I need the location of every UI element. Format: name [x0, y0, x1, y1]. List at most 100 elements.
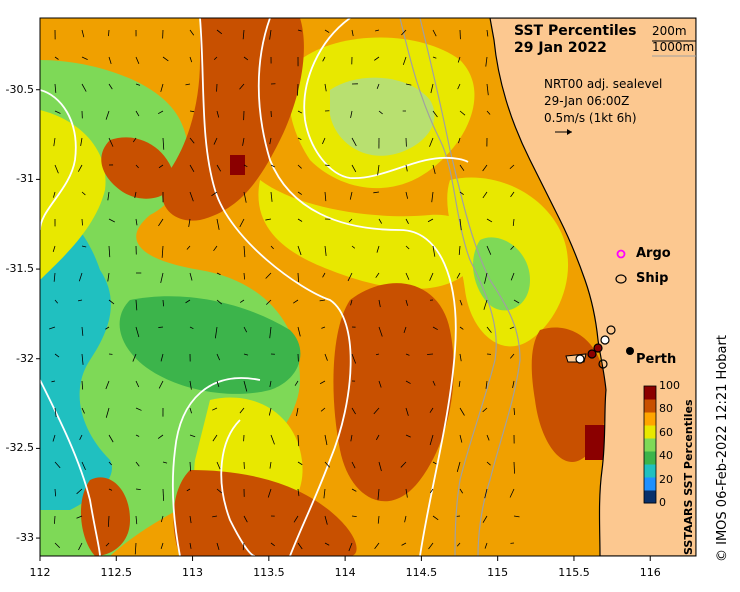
- current-arrow: [216, 380, 220, 387]
- current-arrow: [189, 272, 193, 281]
- sealevel-contour-3: [257, 18, 457, 556]
- current-arrow: [108, 218, 115, 223]
- sst-region-yellow-west: [40, 110, 106, 280]
- current-arrow: [378, 380, 382, 388]
- current-arrow: [297, 29, 302, 32]
- colorbar-segment: [644, 464, 656, 478]
- current-arrow: [213, 137, 218, 145]
- current-arrow: [432, 56, 437, 59]
- current-arrow: [510, 353, 515, 359]
- current-arrow: [293, 299, 299, 304]
- current-arrow: [297, 164, 302, 169]
- current-arrow: [239, 83, 245, 90]
- current-info-line3: 0.5m/s (1kt 6h): [544, 111, 637, 125]
- current-arrow: [78, 272, 83, 282]
- current-arrow: [243, 56, 249, 61]
- current-arrow: [216, 110, 220, 118]
- current-arrow: [186, 245, 191, 250]
- current-arrow: [429, 137, 434, 147]
- current-arrow: [486, 29, 489, 37]
- current-arrow: [54, 110, 61, 114]
- current-arrow: [243, 272, 246, 280]
- current-arrow: [297, 218, 303, 222]
- current-arrow: [269, 461, 272, 469]
- current-arrow: [54, 542, 61, 549]
- scale-arrow-head: [567, 129, 572, 135]
- current-arrow: [268, 407, 272, 416]
- x-tick-label: 114.5: [405, 566, 438, 579]
- current-arrow: [432, 515, 439, 521]
- sst-region-warm-north: [161, 18, 304, 221]
- current-arrow: [322, 272, 326, 278]
- sst-region-hot-coast: [585, 425, 605, 460]
- current-arrow: [375, 434, 380, 441]
- current-arrow: [212, 407, 218, 411]
- map-title-line1: SST Percentiles: [514, 23, 637, 39]
- current-arrow: [162, 461, 168, 464]
- current-arrow: [459, 353, 462, 362]
- current-arrow: [485, 56, 488, 67]
- current-arrow: [322, 56, 326, 62]
- current-arrow: [405, 245, 410, 250]
- current-arrow: [486, 434, 490, 441]
- x-tick-label: 113: [182, 566, 204, 579]
- colorbar-tick-label: 60: [659, 425, 673, 439]
- current-arrow: [52, 434, 56, 442]
- current-vectors: [49, 29, 520, 555]
- current-arrow: [135, 326, 140, 338]
- current-arrow: [76, 515, 83, 519]
- perth-label: Perth: [636, 352, 677, 367]
- current-arrow: [107, 515, 110, 527]
- current-arrow: [216, 461, 221, 470]
- current-arrow: [457, 56, 461, 63]
- current-arrow: [486, 110, 491, 115]
- current-arrow: [324, 353, 328, 361]
- current-arrow: [239, 299, 245, 303]
- sst-region-yellow-band: [258, 180, 478, 289]
- sealevel-contour-7: [220, 419, 256, 556]
- current-arrow: [458, 137, 461, 144]
- current-arrow: [297, 191, 302, 195]
- current-arrow: [54, 353, 60, 358]
- current-arrow: [108, 434, 114, 443]
- colorbar-tick-label: 80: [659, 402, 673, 416]
- ship-legend-label: Ship: [636, 271, 669, 286]
- current-arrow: [297, 137, 302, 140]
- current-arrow: [135, 218, 138, 226]
- current-arrow: [324, 29, 330, 33]
- current-arrow: [269, 326, 272, 339]
- current-arrow: [374, 56, 380, 61]
- current-arrow: [297, 272, 299, 283]
- current-arrow: [81, 191, 86, 196]
- current-arrow: [189, 164, 195, 173]
- current-arrow: [243, 515, 248, 523]
- current-arrow: [135, 434, 140, 437]
- current-arrow: [319, 299, 326, 302]
- current-arrow: [459, 299, 463, 306]
- current-arrow: [351, 461, 356, 469]
- current-arrow: [378, 299, 381, 308]
- current-arrow: [242, 29, 245, 40]
- current-arrow: [324, 83, 327, 92]
- current-arrow: [321, 326, 326, 329]
- current-arrow: [269, 137, 272, 145]
- current-arrow: [243, 380, 248, 392]
- current-arrow: [49, 326, 56, 330]
- current-arrow: [158, 218, 164, 227]
- current-arrow: [108, 137, 114, 147]
- current-arrow: [482, 515, 488, 523]
- current-arrow: [135, 83, 141, 86]
- current-arrow: [162, 299, 165, 307]
- bathymetry-1000m: [419, 18, 521, 556]
- current-arrow: [265, 272, 272, 279]
- current-arrow: [297, 434, 300, 447]
- sst-region-warm-sw: [80, 477, 130, 556]
- current-arrow: [432, 29, 437, 37]
- current-arrow: [108, 83, 113, 90]
- current-arrow: [378, 326, 383, 337]
- current-arrow: [402, 56, 407, 66]
- current-arrow: [484, 488, 488, 499]
- colorbar-tick-label: 20: [659, 472, 673, 486]
- current-arrow: [158, 326, 164, 328]
